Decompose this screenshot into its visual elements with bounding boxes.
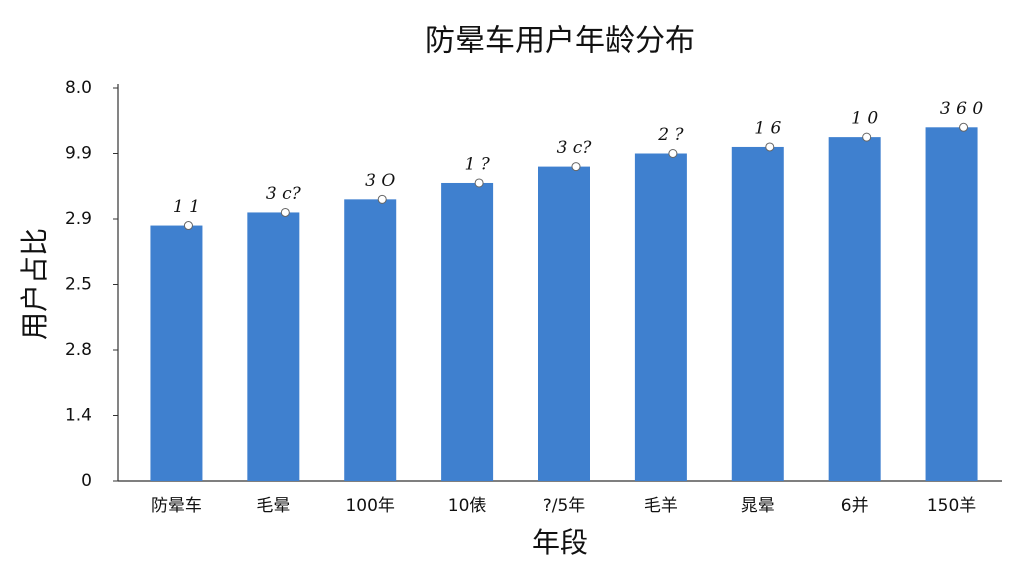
- bar: [441, 182, 494, 481]
- bar: [344, 199, 397, 481]
- y-tick-label: 2.8: [65, 340, 92, 360]
- y-tick-label: 8.0: [65, 78, 92, 98]
- y-tick-label: 0: [81, 471, 92, 491]
- annotation: 1 ?: [464, 154, 490, 174]
- x-tick-label: 10俵: [448, 496, 487, 516]
- annotation-dot: [280, 207, 290, 217]
- annotation: 3 c?: [266, 184, 302, 204]
- x-axis-label: 年段: [532, 526, 588, 559]
- annotation-dot: [959, 122, 969, 132]
- annotation-dot: [571, 162, 581, 172]
- y-tick-label: 1.4: [65, 406, 92, 426]
- annotation-dot: [183, 221, 193, 231]
- annotation: 1 6: [754, 118, 781, 138]
- y-axis-label: 用户占比: [18, 228, 51, 340]
- bar: [150, 225, 203, 481]
- y-tick-label: 9.9: [65, 144, 92, 164]
- y-tick-label: 2.5: [65, 275, 92, 295]
- bar: [247, 212, 300, 481]
- annotation-dot: [862, 132, 872, 142]
- x-tick-label: 晁晕: [741, 496, 775, 516]
- x-tick-label: 6并: [841, 496, 869, 516]
- x-tick-label: ?/5年: [543, 496, 586, 516]
- x-tick-label: 毛羊: [644, 496, 678, 516]
- annotation-dot: [377, 194, 387, 204]
- bar: [828, 137, 881, 481]
- annotation: 2 ?: [657, 125, 684, 145]
- x-tick-label: 100年: [345, 496, 394, 516]
- bar: [634, 153, 687, 481]
- annotation: 1 0: [851, 109, 878, 129]
- bar: [731, 146, 784, 481]
- chart-title: 防晕车用户年龄分布: [425, 24, 695, 59]
- x-tick-label: 150羊: [927, 496, 976, 516]
- annotation-dot: [474, 178, 484, 188]
- annotation: 3 O: [365, 171, 395, 191]
- annotation: 3 c?: [557, 138, 593, 158]
- annotation: 3 6 0: [940, 99, 983, 119]
- annotation: 1 1: [173, 197, 200, 217]
- bar: [925, 127, 978, 482]
- y-tick-label: 2.9: [65, 209, 92, 229]
- x-tick-label: 防晕车: [151, 496, 202, 516]
- bar: [538, 166, 590, 481]
- annotation-dot: [668, 149, 678, 158]
- x-tick-label: 毛晕: [256, 496, 290, 516]
- annotation-dot: [765, 142, 775, 152]
